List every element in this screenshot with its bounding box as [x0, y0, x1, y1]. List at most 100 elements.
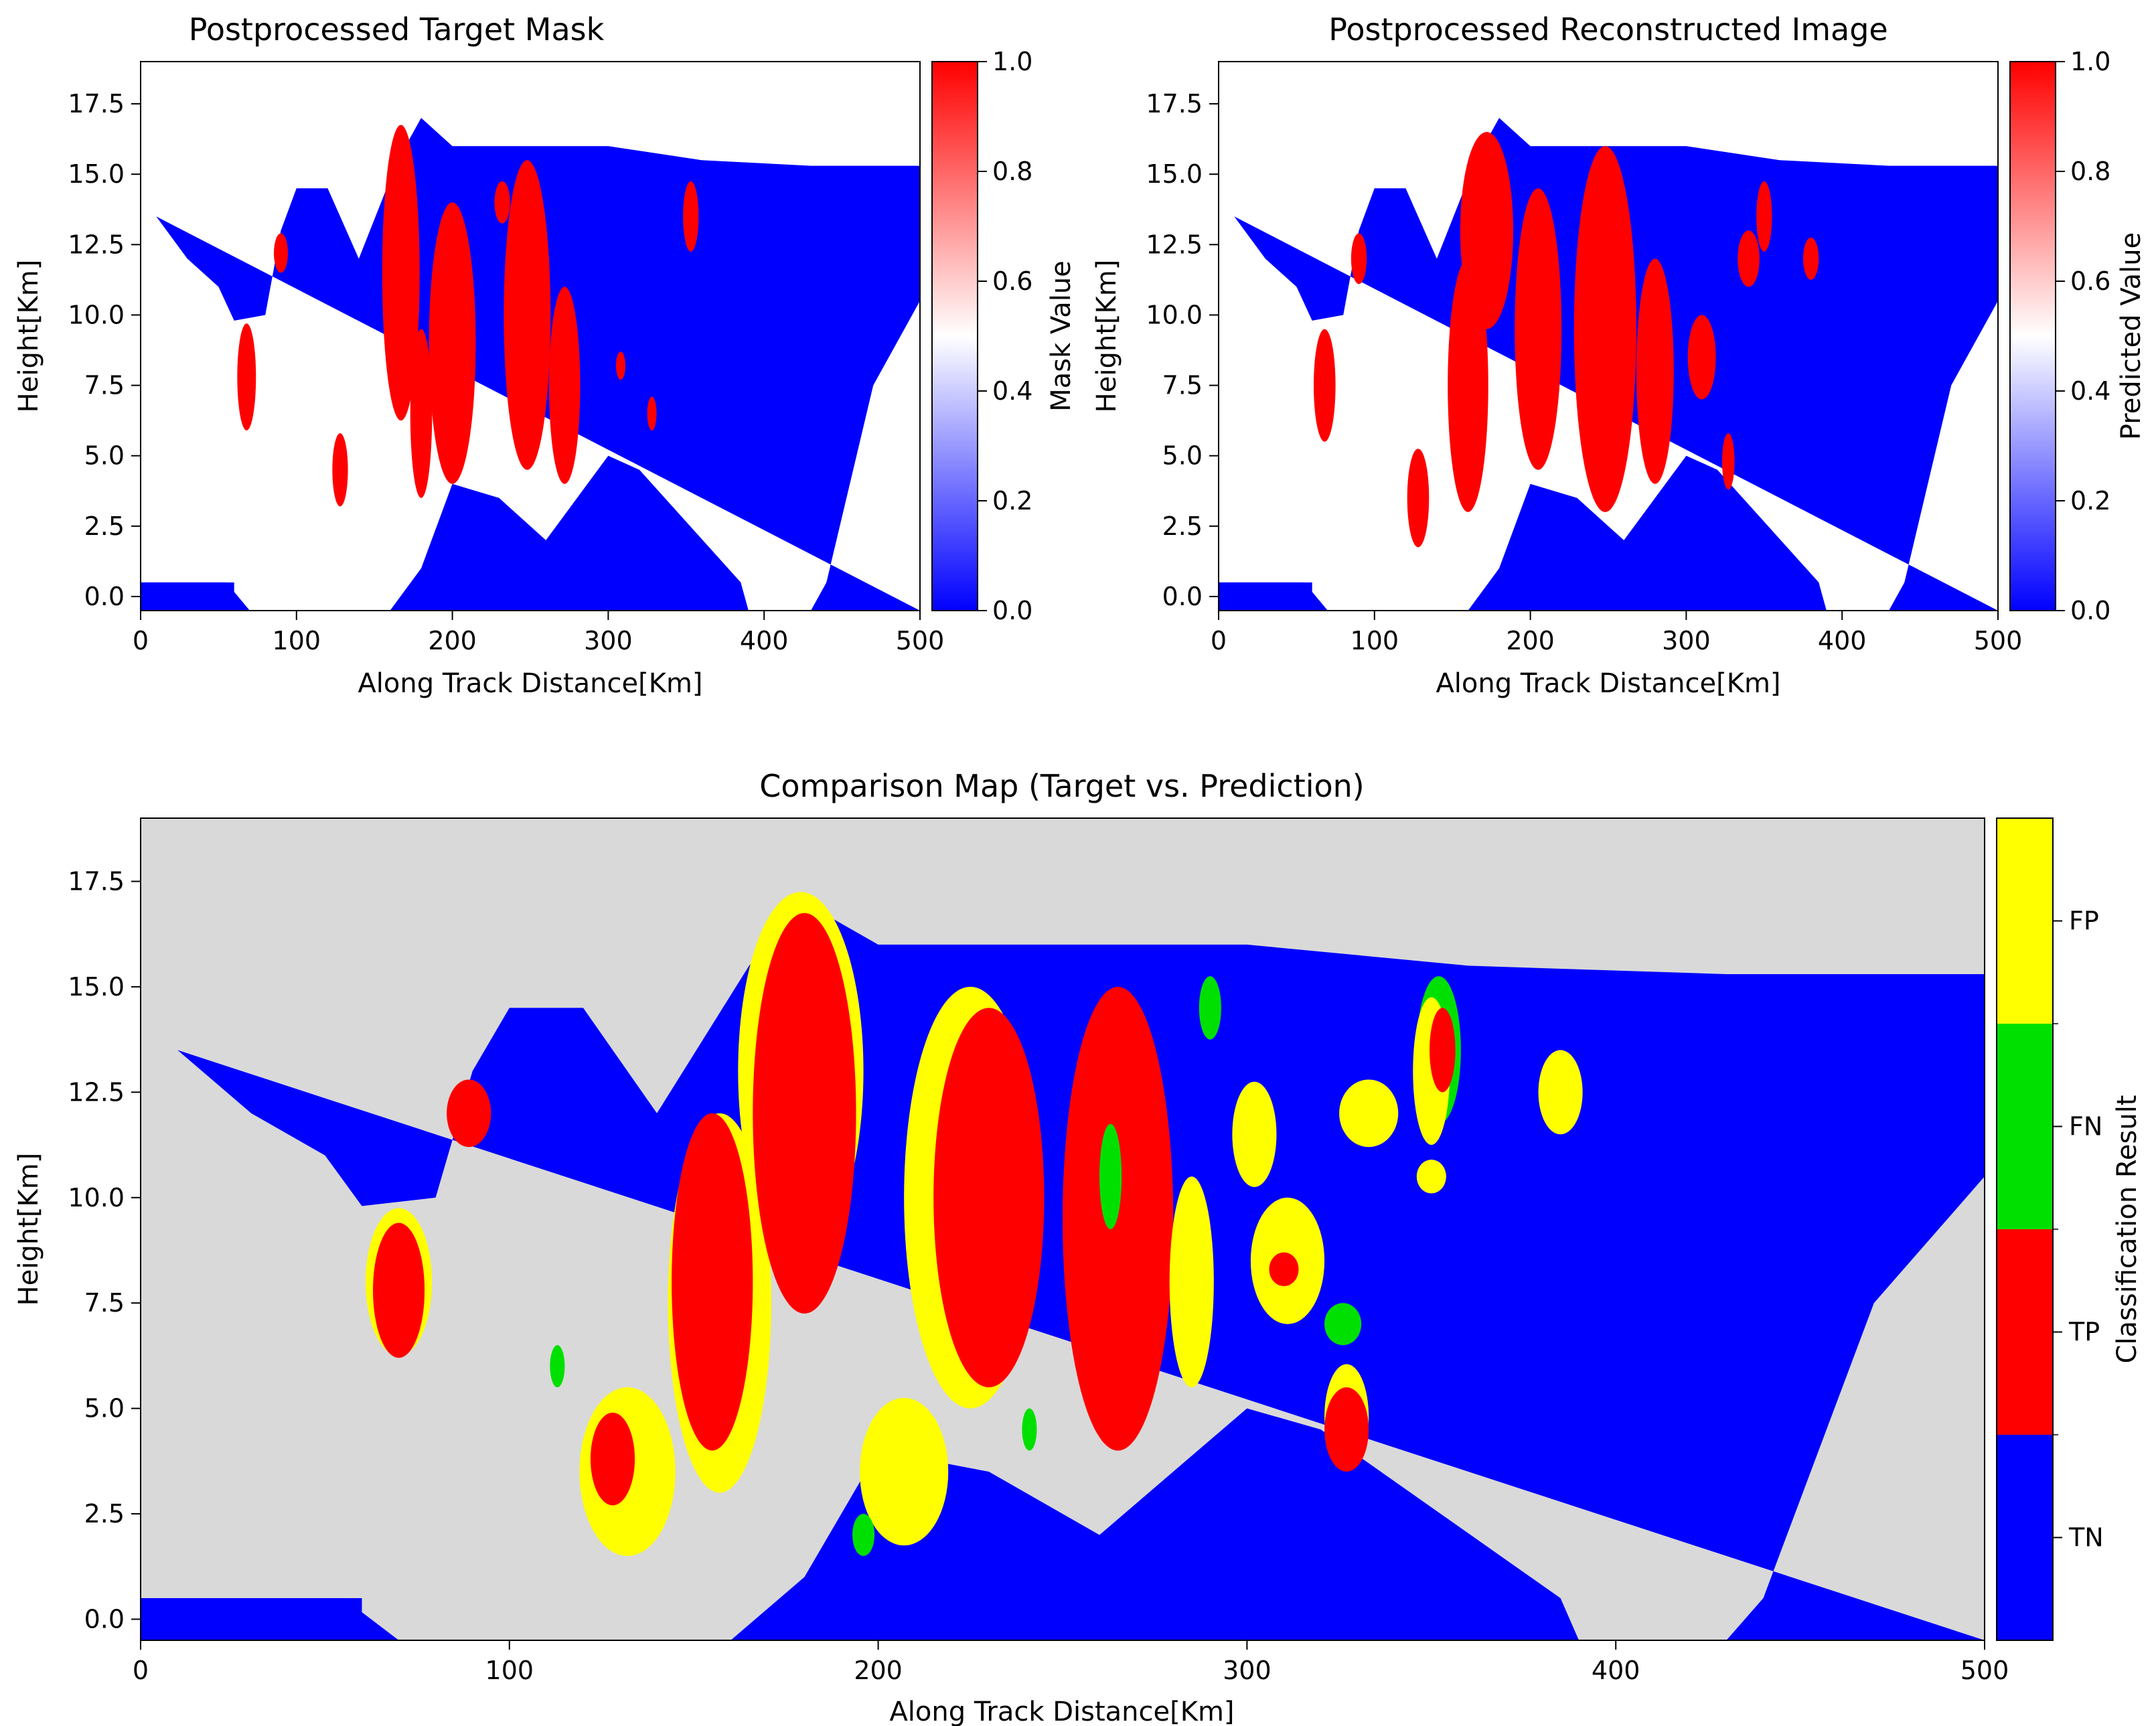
colorbar-ticks: 0.0 0.2 0.4 0.6 0.8 1.0: [2056, 47, 2110, 625]
fp-region: [1416, 1160, 1446, 1194]
colorbar: [931, 61, 978, 611]
y-tick-label: 0.0: [1162, 582, 1203, 611]
y-tick-label: 7.5: [84, 1288, 125, 1318]
mask-value-region: [1803, 237, 1819, 280]
x-tick-label: 100: [273, 626, 321, 655]
fp-region: [860, 1397, 949, 1546]
y-axis-ticks: 0.0 2.5 5.0 7.5 10.0 12.5 15.0 17.5: [1146, 89, 1219, 611]
mask-value-region: [683, 181, 699, 252]
x-tick-label: 400: [1592, 1656, 1640, 1685]
heatmap-area: [141, 818, 1985, 1640]
classification-colorbar: TN TP FN FP: [1996, 817, 2104, 1641]
x-tick-label: 200: [1506, 626, 1555, 655]
x-tick-label: 100: [1351, 626, 1399, 655]
mask-value-region: [616, 351, 626, 380]
chart-title: Postprocessed Reconstructed Image: [1328, 11, 1888, 48]
colorbar-segment-tp: [1997, 1229, 2053, 1435]
mask-value-region: [1738, 230, 1760, 287]
mask-value-region: [1756, 181, 1772, 252]
fp-region: [1232, 1081, 1277, 1188]
fn-region: [1324, 1303, 1362, 1346]
fn-region: [1099, 1123, 1122, 1230]
surface-band: [141, 1598, 362, 1640]
x-tick-label: 0: [133, 626, 149, 655]
colorbar-tick-label: TP: [2068, 1318, 2100, 1347]
fn-region: [1199, 976, 1221, 1040]
y-tick-label: 2.5: [1162, 512, 1203, 541]
mask-value-region: [1407, 449, 1430, 548]
colorbar-tick-label: FN: [2069, 1112, 2102, 1142]
colorbar-tick-label: FP: [2069, 907, 2099, 936]
y-axis-ticks: 0.0 2.5 5.0 7.5 10.0 12.5 15.0 17.5: [68, 89, 141, 611]
colorbar-segment-fp: [1997, 818, 2053, 1024]
y-tick-label: 5.0: [84, 1394, 125, 1423]
heatmap-area: [1219, 62, 1998, 611]
fn-region: [852, 1514, 875, 1557]
x-tick-label: 400: [1818, 626, 1867, 655]
tp-region: [1324, 1387, 1369, 1472]
x-tick-label: 300: [1223, 1656, 1272, 1685]
chart-title: Comparison Map (Target vs. Prediction): [759, 768, 1365, 804]
colorbar-frame: [1996, 817, 2054, 1641]
surface-band: [1219, 582, 1312, 611]
y-tick-label: 12.5: [68, 1077, 125, 1107]
chart-title: Postprocessed Target Mask: [189, 11, 605, 48]
x-axis-label: Along Track Distance[Km]: [358, 668, 702, 699]
x-axis-ticks: 0 100 200 300 400 500: [133, 611, 944, 655]
mask-value-region: [332, 433, 348, 507]
x-tick-label: 500: [1960, 1656, 2009, 1685]
mask-value-region: [647, 396, 657, 430]
x-axis-ticks: 0 100 200 300 400 500: [133, 1640, 2009, 1685]
colorbar-tick-label: 0.6: [2070, 266, 2110, 296]
colorbar-tick-label: 1.0: [2070, 47, 2110, 76]
y-tick-label: 10.0: [68, 300, 125, 329]
cloud-envelope: [141, 902, 1985, 1640]
y-tick-label: 10.0: [68, 1183, 125, 1212]
mask-value-region: [274, 233, 288, 273]
y-tick-label: 15.0: [68, 159, 125, 189]
colorbar-tick-label: 0.8: [2070, 157, 2110, 186]
prediction-regions: [1314, 132, 1819, 548]
colorbar: [2009, 61, 2056, 611]
mask-value-region: [1515, 188, 1562, 470]
x-axis-label: Along Track Distance[Km]: [1436, 668, 1780, 699]
fp-region: [1339, 1079, 1399, 1148]
colorbar-label: Classification Result: [2112, 1095, 2143, 1364]
mask-value-region: [1314, 329, 1336, 442]
x-tick-label: 300: [584, 626, 633, 655]
tp-region: [753, 913, 856, 1314]
tp-region: [373, 1223, 425, 1358]
fp-region: [1538, 1050, 1583, 1135]
x-tick-label: 500: [1974, 626, 2023, 655]
tp-region: [447, 1079, 491, 1148]
plot-frame: [140, 817, 1985, 1641]
mask-value-region: [382, 125, 420, 421]
colorbar-label: Predicted Value: [2116, 232, 2147, 440]
plot-frame: [140, 61, 921, 611]
comparison-map-panel: Comparison Map (Target vs. Prediction) 0…: [13, 768, 2143, 1726]
colorbar-tick-label: 1.0: [992, 47, 1032, 76]
colorbar-tick-label: 0.4: [2070, 376, 2110, 406]
mask-value-region: [1351, 233, 1367, 285]
y-tick-label: 10.0: [1146, 300, 1203, 329]
y-tick-label: 12.5: [1146, 230, 1203, 259]
mask-value-region: [504, 160, 551, 470]
y-tick-label: 5.0: [1162, 441, 1203, 471]
y-tick-label: 2.5: [84, 1499, 125, 1528]
y-tick-label: 15.0: [68, 972, 125, 1002]
reconstructed-image-panel: Postprocessed Reconstructed Image 0 100 20…: [1091, 11, 2147, 699]
x-tick-label: 500: [896, 626, 945, 655]
colorbar-tick-label: 0.2: [992, 486, 1032, 516]
target-mask-panel: Postprocessed Target Mask 0 100 200 300 400 5…: [13, 11, 1077, 699]
mask-value-region: [1460, 132, 1513, 329]
y-tick-label: 17.5: [1146, 89, 1203, 119]
y-tick-label: 7.5: [84, 371, 125, 400]
mask-value-region: [494, 181, 510, 224]
fp-region: [1169, 1176, 1214, 1388]
fn-region: [550, 1345, 565, 1388]
x-tick-label: 200: [428, 626, 477, 655]
y-tick-label: 17.5: [68, 866, 125, 896]
colorbar-segment-tn: [1997, 1435, 2053, 1640]
y-axis-ticks: 0.0 2.5 5.0 7.5 10.0 12.5 15.0 17.5: [68, 866, 141, 1634]
